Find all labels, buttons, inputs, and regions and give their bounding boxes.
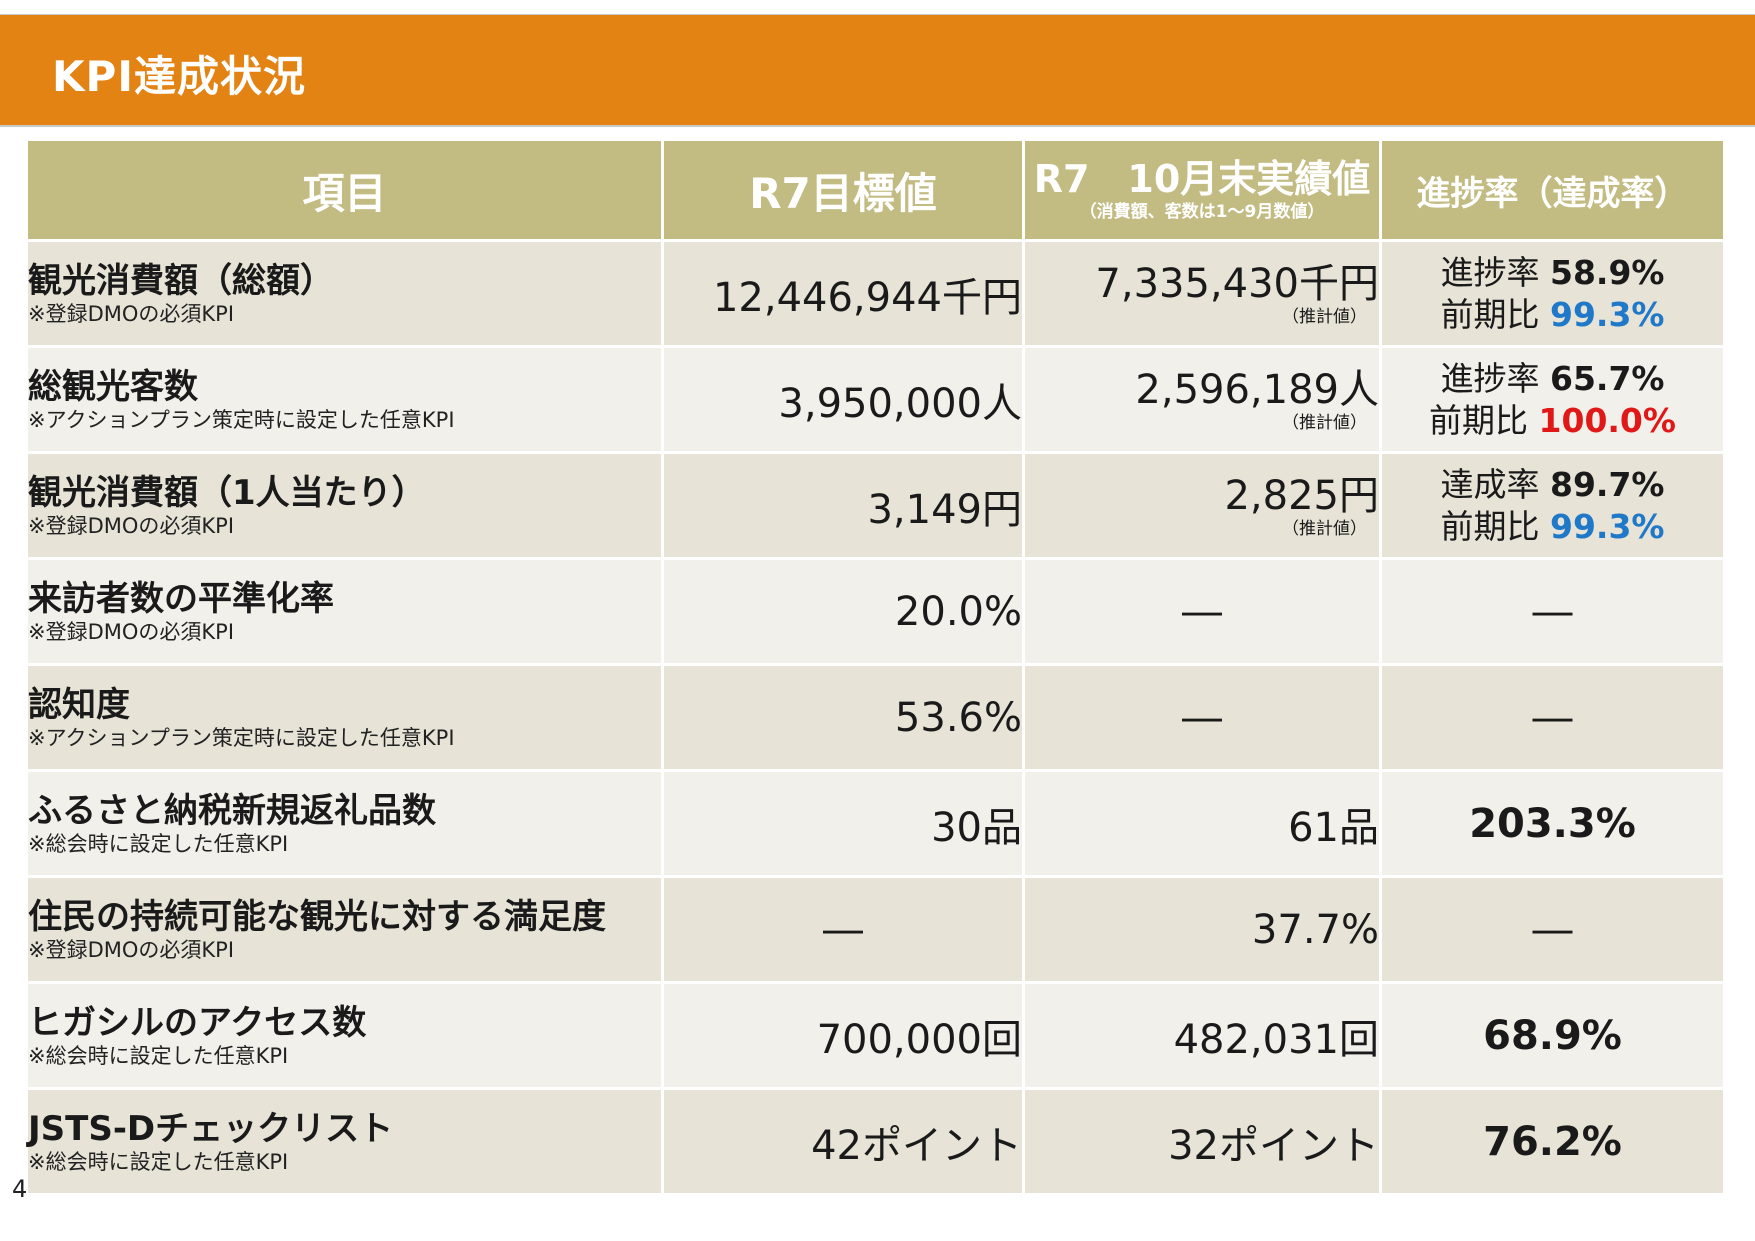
progress-cell: ― <box>1379 557 1726 666</box>
target-cell: 42ポイント <box>661 1087 1025 1196</box>
header-actual-note: （消費額、客数は1～9月数値） <box>1079 202 1325 222</box>
header-row: 項目 R7目標値 R7 10月末実績値 （消費額、客数は1～9月数値） 進捗率（… <box>25 138 1726 242</box>
header-progress: 進捗率（達成率） <box>1379 138 1726 242</box>
yoy-value: 100.0% <box>1538 400 1676 440</box>
item-name: 住民の持続可能な観光に対する満足度 <box>28 896 606 937</box>
table-row: ふるさと納税新規返礼品数 ※総会時に設定した任意KPI 30品 61品 203.… <box>25 769 1726 878</box>
actual-cell: 2,596,189人 （推計値） <box>1022 345 1382 454</box>
yoy-value: 99.3% <box>1550 506 1665 546</box>
item-note: ※登録DMOの必須KPI <box>28 301 235 326</box>
actual-cell: 482,031回 <box>1022 981 1382 1090</box>
item-name: 総観光客数 <box>28 366 198 407</box>
item-note: ※総会時に設定した任意KPI <box>28 831 289 856</box>
table-row: ヒガシルのアクセス数 ※総会時に設定した任意KPI 700,000回 482,0… <box>25 981 1726 1090</box>
page-number: 4 <box>12 1175 28 1203</box>
item-cell: 観光消費額（総額） ※登録DMOの必須KPI <box>25 239 664 348</box>
table-row: 観光消費額（1人当たり） ※登録DMOの必須KPI 3,149円 2,825円 … <box>25 451 1726 560</box>
item-cell: 認知度 ※アクションプラン策定時に設定した任意KPI <box>25 663 664 772</box>
item-cell: ヒガシルのアクセス数 ※総会時に設定した任意KPI <box>25 981 664 1090</box>
progress-cell: 68.9% <box>1379 981 1726 1090</box>
page-title: KPI達成状況 <box>52 52 306 101</box>
item-cell: 総観光客数 ※アクションプラン策定時に設定した任意KPI <box>25 345 664 454</box>
progress-cell: 203.3% <box>1379 769 1726 878</box>
item-name: 観光消費額（1人当たり） <box>28 472 426 513</box>
yoy-label: 前期比 <box>1440 294 1540 334</box>
item-name: ヒガシルのアクセス数 <box>28 1002 367 1043</box>
table-row: 来訪者数の平準化率 ※登録DMOの必須KPI 20.0% ― ― <box>25 557 1726 666</box>
target-cell: 700,000回 <box>661 981 1025 1090</box>
item-name: JSTS-Dチェックリスト <box>28 1108 394 1149</box>
kpi-table: 項目 R7目標値 R7 10月末実績値 （消費額、客数は1～9月数値） 進捗率（… <box>25 138 1726 1196</box>
target-cell: 53.6% <box>661 663 1025 772</box>
actual-cell: 61品 <box>1022 769 1382 878</box>
progress-cell: 進捗率 65.7% 前期比 100.0% <box>1379 345 1726 454</box>
actual-cell: ― <box>1022 557 1382 666</box>
actual-cell: 37.7% <box>1022 875 1382 984</box>
table-row: JSTS-Dチェックリスト ※総会時に設定した任意KPI 42ポイント 32ポイ… <box>25 1087 1726 1196</box>
table-row: 観光消費額（総額） ※登録DMOの必須KPI 12,446,944千円 7,33… <box>25 239 1726 348</box>
estimate-note: （推計値） <box>1282 518 1367 539</box>
target-cell: 12,446,944千円 <box>661 239 1025 348</box>
yoy-label: 前期比 <box>1429 400 1529 440</box>
progress-cell: ― <box>1379 875 1726 984</box>
target-cell: 30品 <box>661 769 1025 878</box>
progress-cell: 達成率 89.7% 前期比 99.3% <box>1379 451 1726 560</box>
item-note: ※アクションプラン策定時に設定した任意KPI <box>28 725 455 750</box>
actual-value: 2,596,189人 <box>1135 366 1379 413</box>
item-cell: JSTS-Dチェックリスト ※総会時に設定した任意KPI <box>25 1087 664 1196</box>
item-note: ※登録DMOの必須KPI <box>28 619 235 644</box>
progress-cell: 76.2% <box>1379 1087 1726 1196</box>
target-cell: 3,950,000人 <box>661 345 1025 454</box>
title-bar: KPI達成状況 <box>0 14 1755 127</box>
item-name: 観光消費額（総額） <box>28 260 334 301</box>
progress-value: 58.9% <box>1550 252 1665 292</box>
actual-cell: 7,335,430千円 （推計値） <box>1022 239 1382 348</box>
estimate-note: （推計値） <box>1282 412 1367 433</box>
item-cell: ふるさと納税新規返礼品数 ※総会時に設定した任意KPI <box>25 769 664 878</box>
item-cell: 観光消費額（1人当たり） ※登録DMOの必須KPI <box>25 451 664 560</box>
actual-value: 7,335,430千円 <box>1095 260 1379 307</box>
header-actual: R7 10月末実績値 （消費額、客数は1～9月数値） <box>1022 138 1382 242</box>
header-target: R7目標値 <box>661 138 1025 242</box>
estimate-note: （推計値） <box>1282 306 1367 327</box>
progress-label: 進捗率 <box>1440 252 1540 292</box>
actual-cell: 2,825円 （推計値） <box>1022 451 1382 560</box>
target-cell: 20.0% <box>661 557 1025 666</box>
target-cell: 3,149円 <box>661 451 1025 560</box>
header-actual-label: R7 10月末実績値 <box>1033 157 1371 201</box>
actual-cell: ― <box>1022 663 1382 772</box>
item-note: ※総会時に設定した任意KPI <box>28 1149 289 1174</box>
yoy-value: 99.3% <box>1550 294 1665 334</box>
item-note: ※登録DMOの必須KPI <box>28 937 235 962</box>
progress-cell: ― <box>1379 663 1726 772</box>
progress-value: 65.7% <box>1550 358 1665 398</box>
progress-cell: 進捗率 58.9% 前期比 99.3% <box>1379 239 1726 348</box>
item-name: 来訪者数の平準化率 <box>28 578 334 619</box>
header-item: 項目 <box>25 138 664 242</box>
table-row: 総観光客数 ※アクションプラン策定時に設定した任意KPI 3,950,000人 … <box>25 345 1726 454</box>
target-cell: ― <box>661 875 1025 984</box>
actual-cell: 32ポイント <box>1022 1087 1382 1196</box>
progress-value: 89.7% <box>1550 464 1665 504</box>
table-row: 住民の持続可能な観光に対する満足度 ※登録DMOの必須KPI ― 37.7% ― <box>25 875 1726 984</box>
progress-label: 達成率 <box>1440 464 1540 504</box>
yoy-label: 前期比 <box>1440 506 1540 546</box>
item-note: ※登録DMOの必須KPI <box>28 513 235 538</box>
item-name: ふるさと納税新規返礼品数 <box>28 790 436 831</box>
item-cell: 来訪者数の平準化率 ※登録DMOの必須KPI <box>25 557 664 666</box>
actual-value: 2,825円 <box>1224 472 1379 519</box>
item-note: ※総会時に設定した任意KPI <box>28 1043 289 1068</box>
progress-label: 進捗率 <box>1440 358 1540 398</box>
table-row: 認知度 ※アクションプラン策定時に設定した任意KPI 53.6% ― ― <box>25 663 1726 772</box>
item-cell: 住民の持続可能な観光に対する満足度 ※登録DMOの必須KPI <box>25 875 664 984</box>
item-note: ※アクションプラン策定時に設定した任意KPI <box>28 407 455 432</box>
item-name: 認知度 <box>28 684 130 725</box>
